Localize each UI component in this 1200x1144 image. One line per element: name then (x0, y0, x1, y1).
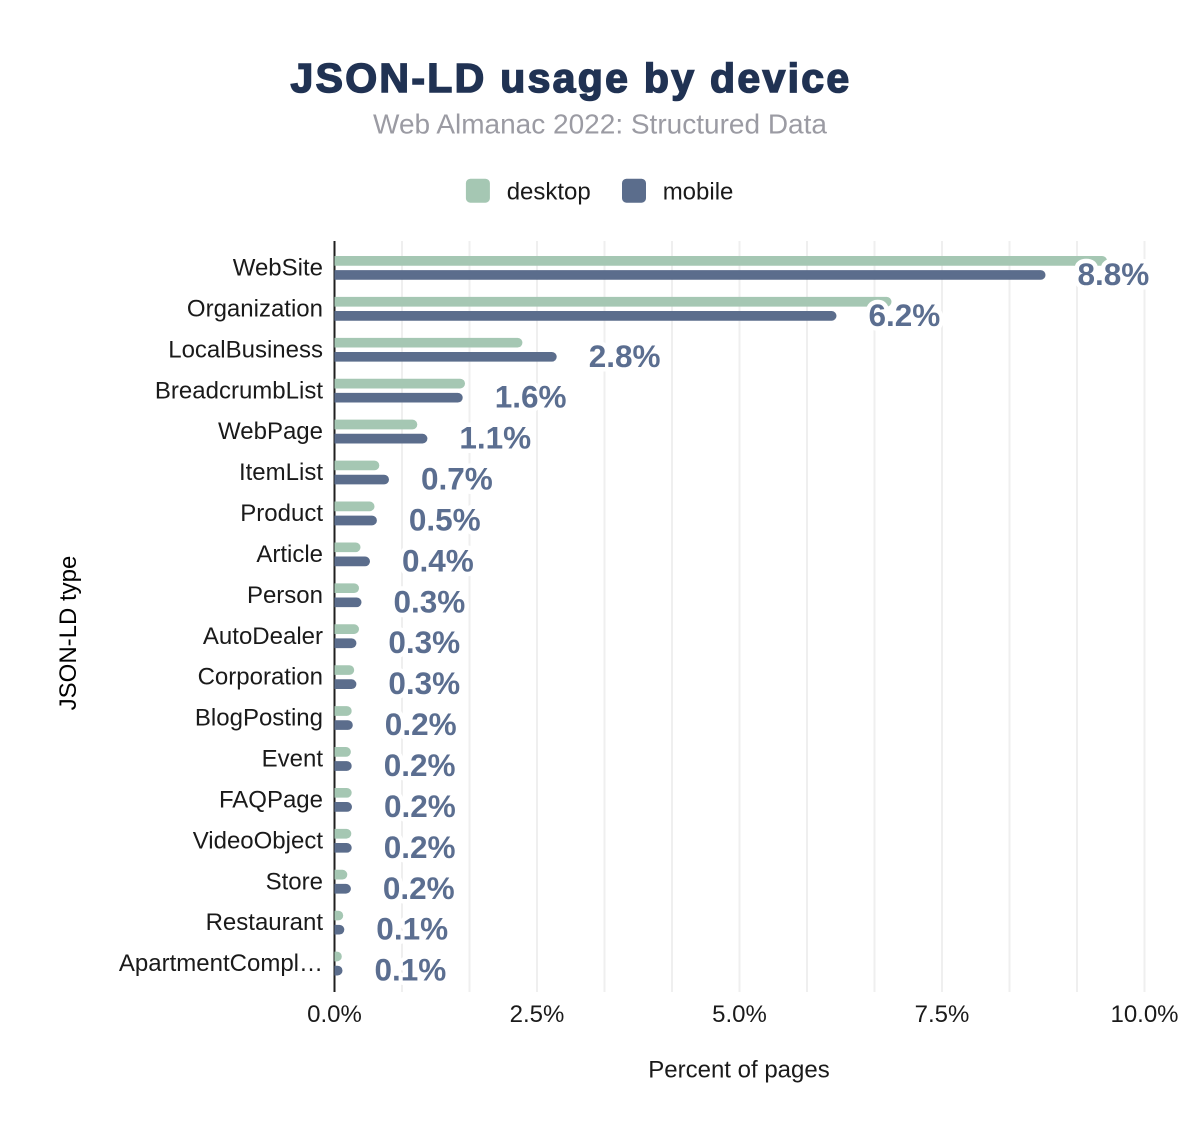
svg-text:Corporation: Corporation (198, 664, 323, 691)
svg-text:6.2%: 6.2% (869, 297, 941, 333)
svg-text:0.2%: 0.2% (385, 706, 457, 742)
svg-text:7.5%: 7.5% (915, 1001, 970, 1028)
svg-text:desktop: desktop (507, 179, 591, 206)
svg-text:0.3%: 0.3% (394, 583, 466, 619)
svg-text:Percent of pages: Percent of pages (648, 1057, 829, 1084)
svg-text:0.7%: 0.7% (421, 461, 493, 497)
svg-text:0.1%: 0.1% (376, 911, 448, 947)
svg-text:WebPage: WebPage (218, 418, 323, 445)
svg-text:BlogPosting: BlogPosting (195, 705, 323, 732)
svg-text:0.1%: 0.1% (375, 952, 447, 988)
svg-text:1.6%: 1.6% (495, 379, 567, 415)
svg-text:Article: Article (256, 541, 323, 568)
svg-text:Restaurant: Restaurant (206, 909, 324, 936)
svg-text:0.3%: 0.3% (388, 665, 460, 701)
svg-text:0.2%: 0.2% (384, 788, 456, 824)
svg-text:0.5%: 0.5% (409, 502, 481, 538)
svg-text:8.8%: 8.8% (1078, 256, 1150, 292)
svg-text:Event: Event (262, 746, 324, 773)
svg-text:FAQPage: FAQPage (219, 787, 323, 814)
svg-text:AutoDealer: AutoDealer (203, 623, 323, 650)
svg-text:JSON-LD type: JSON-LD type (55, 556, 82, 711)
svg-text:JSON-LD usage by device: JSON-LD usage by device (290, 55, 851, 101)
svg-text:BreadcrumbList: BreadcrumbList (155, 377, 323, 404)
svg-text:0.4%: 0.4% (402, 542, 474, 578)
svg-text:Organization: Organization (187, 295, 323, 322)
svg-text:mobile: mobile (663, 179, 734, 206)
svg-text:0.2%: 0.2% (383, 870, 455, 906)
svg-text:ItemList: ItemList (239, 459, 323, 486)
svg-text:WebSite: WebSite (233, 255, 323, 282)
svg-text:0.2%: 0.2% (384, 829, 456, 865)
svg-text:LocalBusiness: LocalBusiness (168, 336, 323, 363)
svg-text:Product: Product (240, 500, 323, 527)
svg-text:0.0%: 0.0% (307, 1001, 362, 1028)
svg-text:Store: Store (266, 868, 323, 895)
svg-text:Web Almanac 2022: Structured D: Web Almanac 2022: Structured Data (373, 109, 827, 140)
svg-text:0.2%: 0.2% (384, 747, 456, 783)
svg-text:Person: Person (247, 582, 323, 609)
svg-text:10.0%: 10.0% (1110, 1001, 1178, 1028)
svg-text:2.8%: 2.8% (589, 338, 661, 374)
svg-text:5.0%: 5.0% (712, 1001, 767, 1028)
svg-text:0.3%: 0.3% (388, 624, 460, 660)
svg-text:1.1%: 1.1% (459, 420, 531, 456)
svg-text:ApartmentCompl…: ApartmentCompl… (119, 950, 323, 977)
svg-text:2.5%: 2.5% (510, 1001, 565, 1028)
svg-text:VideoObject: VideoObject (193, 827, 324, 854)
